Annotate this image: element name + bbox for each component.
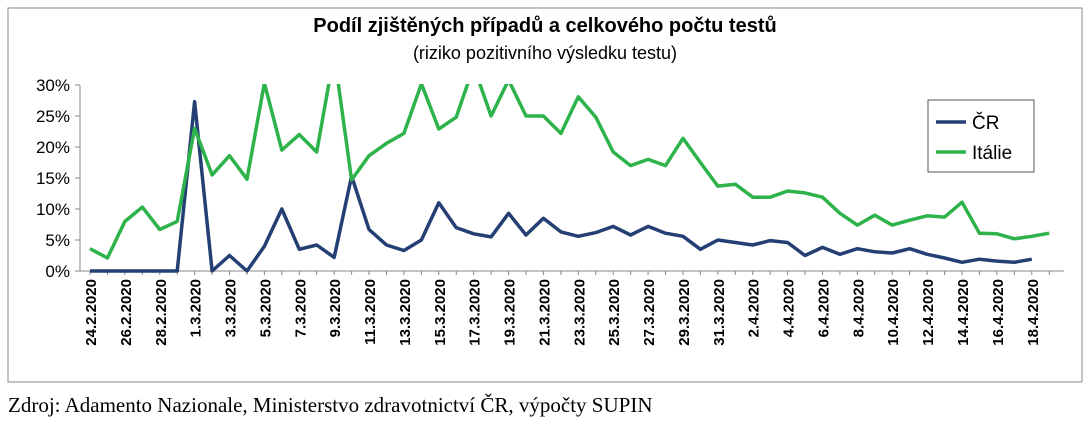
chart-frame — [7, 7, 1083, 383]
x-tick-label: 29.3.2020 — [676, 279, 693, 346]
y-tick-label: 20% — [36, 138, 70, 157]
y-tick-label: 15% — [36, 169, 70, 188]
x-tick-label: 19.3.2020 — [502, 279, 519, 346]
y-tick-label: 5% — [45, 231, 70, 250]
x-tick-label: 10.4.2020 — [885, 279, 902, 346]
x-tick-label: 21.3.2020 — [536, 279, 553, 346]
series-line — [90, 99, 1033, 273]
x-tick-label: 26.2.2020 — [118, 279, 135, 346]
x-tick-label: 23.3.2020 — [571, 279, 588, 346]
x-tick-label: 9.3.2020 — [327, 279, 344, 337]
y-tick-label: 10% — [36, 200, 70, 219]
y-tick-label: 0% — [45, 262, 70, 281]
x-tick-label: 6.4.2020 — [815, 279, 832, 337]
x-tick-label: 17.3.2020 — [467, 279, 484, 346]
x-tick-label: 15.3.2020 — [432, 279, 449, 346]
chart-subtitle: (riziko pozitivního výsledku testu) — [413, 43, 677, 63]
x-tick-label: 27.3.2020 — [641, 279, 658, 346]
x-tick-label: 18.4.2020 — [1025, 279, 1042, 346]
x-tick-label: 8.4.2020 — [850, 279, 867, 337]
x-tick-label: 31.3.2020 — [711, 279, 728, 346]
x-tick-label: 16.4.2020 — [990, 279, 1007, 346]
y-tick-label: 30% — [36, 76, 70, 95]
x-tick-label: 13.3.2020 — [397, 279, 414, 346]
x-tick-label: 3.3.2020 — [223, 279, 240, 337]
x-tick-label: 5.3.2020 — [257, 279, 274, 337]
series-line — [89, 84, 1050, 260]
legend-label: ČR — [972, 112, 999, 134]
x-tick-label: 12.4.2020 — [920, 279, 937, 346]
legend-label: Itálie — [972, 143, 1012, 164]
x-tick-label: 11.3.2020 — [362, 279, 379, 345]
x-tick-label: 1.3.2020 — [188, 279, 205, 337]
x-tick-label: 25.3.2020 — [606, 279, 623, 346]
x-tick-label: 4.4.2020 — [781, 279, 798, 337]
x-tick-label: 24.2.2020 — [83, 279, 100, 346]
y-tick-label: 25% — [36, 107, 70, 126]
x-tick-label: 7.3.2020 — [292, 279, 309, 337]
x-tick-label: 14.4.2020 — [955, 279, 972, 346]
source-note: Zdroj: Adamento Nazionale, Ministerstvo … — [8, 393, 653, 417]
x-tick-label: 28.2.2020 — [153, 279, 170, 346]
chart-title: Podíl zjištěných případů a celkového poč… — [313, 15, 776, 37]
x-tick-label: 2.4.2020 — [746, 279, 763, 337]
legend-box — [927, 99, 1035, 173]
